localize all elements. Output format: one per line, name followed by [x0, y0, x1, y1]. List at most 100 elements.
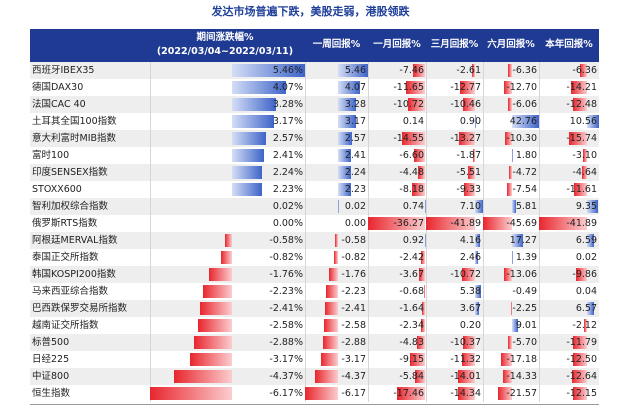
column-divider [426, 283, 427, 300]
data-bar-month [424, 234, 426, 247]
value-label: 6.59 [575, 235, 597, 246]
data-bar-ytd [575, 268, 587, 281]
table-row: 俄罗斯RTS指数 0.00% 0.00 -36.27 -41.89 -45.69 -41.8… [30, 215, 599, 232]
cell-three-month: 2.46 [426, 249, 483, 266]
data-bar-three-month [474, 115, 476, 128]
data-bar-period [200, 302, 233, 315]
value-label: 6.57 [575, 303, 597, 314]
column-divider [150, 317, 151, 334]
value-label: 3.67 [459, 303, 481, 314]
table-row: 泰国正交所指数 -0.82% -0.82 -2.42 2.46 1.39 0.02 [30, 249, 599, 266]
data-bar-six-month [503, 81, 512, 94]
cell-month: -3.67 [368, 266, 426, 283]
cell-three-month: -9.33 [426, 181, 483, 198]
data-bar-month [417, 166, 425, 179]
data-bar-period [150, 387, 233, 400]
column-divider [368, 147, 369, 164]
column-divider [368, 130, 369, 147]
cell-month: 0.74 [368, 198, 426, 215]
value-label: -1.64 [399, 303, 424, 314]
cell-month: -14.55 [368, 130, 426, 147]
value-label: -3.10 [572, 150, 597, 161]
column-divider [426, 96, 427, 113]
column-divider [305, 300, 306, 317]
column-divider [150, 181, 151, 198]
column-divider [368, 113, 369, 130]
cell-six-month: -2.25 [483, 300, 539, 317]
data-bar-month [420, 319, 425, 332]
value-label: -10.30 [506, 133, 537, 144]
data-bar-three-month [471, 64, 475, 77]
data-bar-week [338, 115, 356, 128]
data-bar-period [232, 149, 265, 162]
column-divider [426, 385, 427, 402]
column-divider [483, 249, 484, 266]
value-label: -9.86 [572, 269, 597, 280]
value-label: -6.60 [399, 150, 424, 161]
row-name: 印度SENSEX指数 [32, 167, 108, 178]
column-divider [483, 283, 484, 300]
column-divider [150, 113, 151, 130]
column-divider [305, 249, 306, 266]
column-divider [368, 317, 369, 334]
table-row: STOXX600 2.23% 2.23 -8.18 -9.33 -7.54 -11.61 [30, 181, 599, 198]
column-divider [150, 215, 151, 232]
value-label: -5.51 [456, 167, 481, 178]
cell-ytd: -12.15 [539, 385, 599, 402]
column-divider [426, 300, 427, 317]
column-divider [426, 164, 427, 181]
column-divider [368, 164, 369, 181]
data-bar-month [424, 200, 426, 213]
cell-period: -2.23% [150, 283, 305, 300]
value-label: 5.46 [344, 65, 366, 76]
data-bar-ytd [581, 166, 587, 179]
header-period-line2: (2022/03/04~2022/03/11) [156, 46, 294, 57]
column-divider [368, 351, 369, 368]
cell-week: 0.02 [305, 198, 368, 215]
value-label: -4.37 [341, 371, 366, 382]
table-row: 恒生指数 -6.17% -6.17 -17.46 -14.34 -21.57 -12.15 [30, 385, 599, 402]
column-divider [305, 79, 306, 96]
value-label: 0.14 [402, 116, 424, 127]
cell-three-month: -10.46 [426, 96, 483, 113]
column-divider [483, 96, 484, 113]
column-divider [305, 232, 306, 249]
column-divider [539, 130, 540, 147]
cell-three-month: 5.38 [426, 283, 483, 300]
header-ytd: 本年回报% [545, 39, 593, 50]
value-label: 5.81 [515, 201, 537, 212]
data-bar-six-month [501, 353, 512, 366]
cell-six-month: -6.36 [483, 62, 539, 79]
data-bar-three-month [462, 98, 475, 111]
value-label: -45.69 [506, 218, 537, 229]
column-divider [305, 96, 306, 113]
cell-period: 2.23% [150, 181, 305, 198]
data-bar-three-month [463, 183, 475, 196]
cell-six-month: -6.06 [483, 96, 539, 113]
data-bar-week [338, 183, 351, 196]
cell-ytd: -12.48 [539, 96, 599, 113]
value-label: -1.76 [341, 269, 366, 280]
value-label: -3.17% [269, 354, 303, 365]
data-bar-month [420, 251, 425, 264]
column-divider [483, 266, 484, 283]
cell-six-month: -10.30 [483, 130, 539, 147]
data-bar-week [326, 285, 339, 298]
value-label: -41.89 [566, 218, 597, 229]
value-label: -12.77 [450, 82, 481, 93]
data-bar-week [322, 336, 339, 349]
value-label: -2.23 [341, 286, 366, 297]
value-label: 4.07 [344, 82, 366, 93]
column-divider [426, 62, 427, 79]
cell-three-month: -13.27 [426, 130, 483, 147]
table-row: 意大利富时MIB指数 2.57% 2.57 -14.55 -13.27 -10.30 -15… [30, 130, 599, 147]
cell-three-month: -2.61 [426, 62, 483, 79]
data-bar-period [232, 132, 267, 145]
data-bar-three-month [472, 149, 475, 162]
value-label: -11.65 [393, 82, 424, 93]
value-label: 2.23% [272, 184, 303, 195]
cell-month: 0.92 [368, 232, 426, 249]
value-label: 2.24% [272, 167, 303, 178]
value-label: -12.64 [566, 371, 597, 382]
data-bar-week [325, 302, 339, 315]
